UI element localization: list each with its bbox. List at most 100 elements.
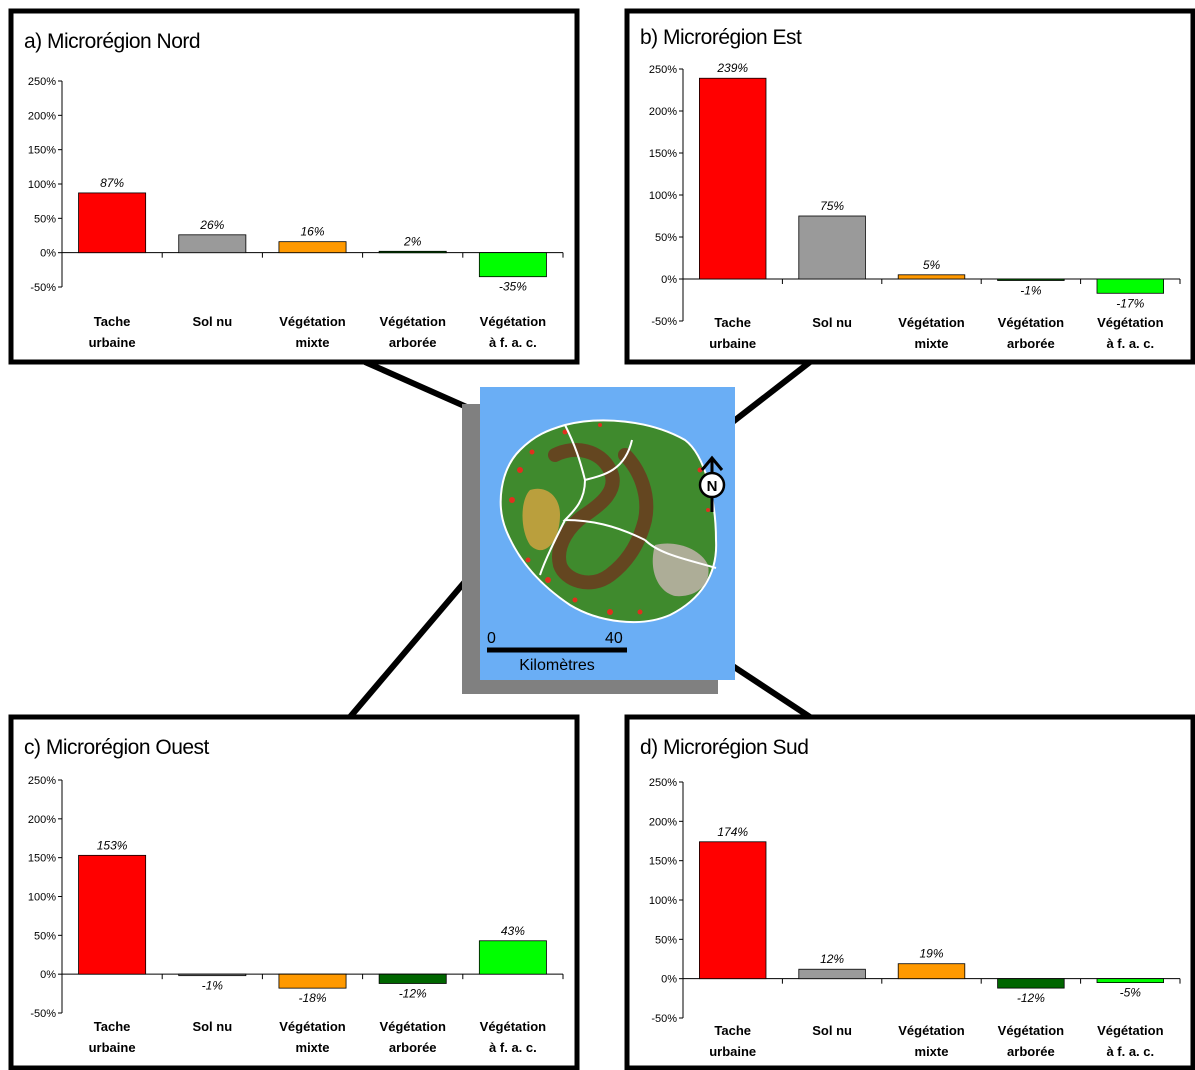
data-label: 239% xyxy=(716,61,748,75)
y-tick-label: 0% xyxy=(40,969,56,981)
panel-ouest: c) Microrégion Ouest -50% 0% 50% 100% 150% 200… xyxy=(8,714,580,1070)
y-tick-label: 200% xyxy=(28,110,56,122)
y-tick-label: 50% xyxy=(655,232,677,244)
category-label: Tache xyxy=(714,315,751,330)
bar-sud-1 xyxy=(798,968,866,980)
category-label: arborée xyxy=(1007,1044,1055,1059)
category-label: Végétation xyxy=(379,1019,446,1034)
bar-est-4 xyxy=(1096,278,1164,294)
y-tick-label: 100% xyxy=(649,190,677,202)
y-tick-label: 200% xyxy=(649,816,677,828)
category-label: Végétation xyxy=(1097,1023,1164,1038)
category-label: Tache xyxy=(94,1019,131,1034)
bar-sud-4 xyxy=(1096,978,1164,984)
map-inset: N 0 40 Kilomètres xyxy=(462,387,735,694)
category-label: Végétation xyxy=(998,315,1065,330)
category-label: à f. a. c. xyxy=(1106,336,1154,351)
data-label: 2% xyxy=(403,234,422,248)
chart-title: b) Microrégion Est xyxy=(640,26,802,49)
bar-nord-2 xyxy=(278,241,347,254)
y-tick-label: 250% xyxy=(28,775,56,787)
bar-nord-0 xyxy=(78,192,147,254)
data-label: 43% xyxy=(501,924,525,938)
chart-title: d) Microrégion Sud xyxy=(640,736,808,759)
category-label: arborée xyxy=(389,335,437,350)
bar-est-3 xyxy=(997,278,1065,281)
y-tick-label: 0% xyxy=(40,248,56,260)
scale-bar-unit: Kilomètres xyxy=(519,657,595,674)
island-relief xyxy=(548,443,654,590)
y-tick-label: 150% xyxy=(28,145,56,157)
y-tick-label: 250% xyxy=(649,777,677,789)
category-label: Sol nu xyxy=(192,314,232,329)
data-label: 12% xyxy=(820,952,844,966)
data-label: 153% xyxy=(97,838,128,852)
bar-ouest-0 xyxy=(78,854,147,975)
category-label: mixte xyxy=(915,336,949,351)
category-label: mixte xyxy=(915,1044,949,1059)
scale-bar-start: 0 xyxy=(487,630,496,647)
y-tick-label: 100% xyxy=(28,179,56,191)
category-label: à f. a. c. xyxy=(1106,1044,1154,1059)
north-arrow-icon: N xyxy=(698,455,726,512)
y-tick-label: -50% xyxy=(30,282,56,294)
y-tick-label: 100% xyxy=(649,895,677,907)
bar-ouest-4 xyxy=(478,940,547,975)
scale-bar: 0 40 Kilomètres xyxy=(487,630,627,674)
data-label: -17% xyxy=(1116,296,1144,310)
category-label: Végétation xyxy=(998,1023,1065,1038)
bar-ouest-2 xyxy=(278,973,347,989)
bar-ouest-3 xyxy=(378,973,447,984)
category-label: Végétation xyxy=(279,1019,346,1034)
category-label: Sol nu xyxy=(812,1023,852,1038)
data-label: 5% xyxy=(923,258,941,272)
category-label: Tache xyxy=(714,1023,751,1038)
north-label: N xyxy=(707,478,718,495)
data-label: 87% xyxy=(100,176,124,190)
category-label: arborée xyxy=(389,1040,437,1055)
y-tick-label: 0% xyxy=(661,274,677,286)
y-tick-label: -50% xyxy=(30,1008,56,1020)
y-tick-label: 200% xyxy=(649,106,677,118)
category-label: Végétation xyxy=(1097,315,1164,330)
urban-patches xyxy=(509,423,710,615)
y-tick-label: 250% xyxy=(649,64,677,76)
panel-sud: d) Microrégion Sud -50% 0% 50% 100% 150% 200% 2… xyxy=(624,714,1195,1070)
y-tick-label: 150% xyxy=(649,148,677,160)
y-tick-label: 100% xyxy=(28,892,56,904)
data-label: 174% xyxy=(717,825,748,839)
data-label: 16% xyxy=(300,225,324,239)
y-tick-label: 50% xyxy=(34,213,56,225)
bar-nord-4 xyxy=(478,252,547,278)
category-label: arborée xyxy=(1007,336,1055,351)
y-tick-label: -50% xyxy=(651,316,677,328)
y-tick-label: 50% xyxy=(655,934,677,946)
data-label: -35% xyxy=(499,280,527,294)
category-label: Sol nu xyxy=(812,315,852,330)
island-plain xyxy=(522,488,560,551)
bar-est-1 xyxy=(798,215,866,280)
y-tick-label: 200% xyxy=(28,814,56,826)
category-label: Tache xyxy=(94,314,131,329)
category-label: à f. a. c. xyxy=(489,335,537,350)
category-label: Végétation xyxy=(480,314,547,329)
panel-est: b) Microrégion Est -50% 0% 50% 100% 150% 200% 2… xyxy=(624,8,1195,365)
panel-nord: a) Microrégion Nord -50% 0% 50% 100% 150% 200%… xyxy=(8,8,580,365)
y-tick-label: 150% xyxy=(649,856,677,868)
y-tick-label: 250% xyxy=(28,76,56,88)
chart-title: a) Microrégion Nord xyxy=(24,30,200,53)
data-label: -18% xyxy=(298,991,326,1005)
y-tick-label: 150% xyxy=(28,853,56,865)
data-label: -1% xyxy=(202,979,224,993)
category-label: Végétation xyxy=(898,315,965,330)
bar-nord-1 xyxy=(178,234,247,254)
data-label: 75% xyxy=(820,199,844,213)
category-label: urbaine xyxy=(709,1044,756,1059)
category-label: urbaine xyxy=(89,1040,136,1055)
bar-est-2 xyxy=(897,274,966,280)
category-label: urbaine xyxy=(709,336,756,351)
chart-title: c) Microrégion Ouest xyxy=(24,736,210,759)
category-label: mixte xyxy=(296,335,330,350)
category-label: Végétation xyxy=(279,314,346,329)
